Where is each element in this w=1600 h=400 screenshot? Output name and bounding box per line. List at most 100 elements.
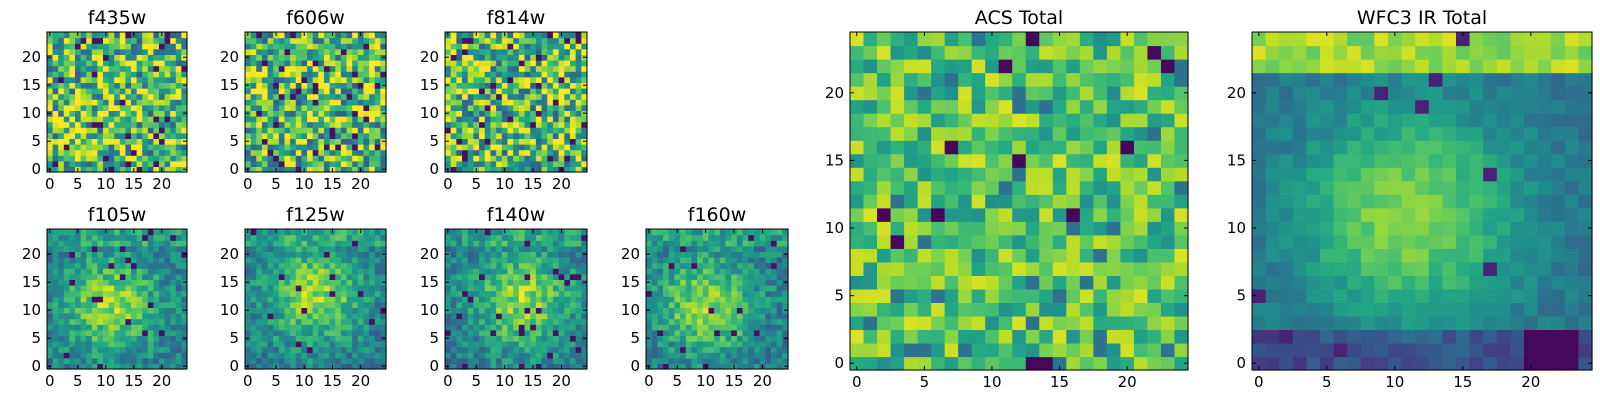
heatmap-cell [564, 363, 571, 370]
heatmap-cell [575, 279, 582, 286]
heatmap-cell [725, 324, 732, 331]
heatmap-cell [119, 138, 126, 145]
heatmap-cell [47, 104, 54, 111]
heatmap-cell [261, 138, 269, 145]
heatmap-cell [75, 240, 82, 247]
heatmap-cell [685, 352, 693, 359]
heatmap-cell [159, 301, 166, 308]
heatmap-cell [558, 257, 565, 264]
heatmap-cell [295, 116, 302, 123]
heatmap-cell [159, 240, 166, 247]
heatmap-cell [273, 279, 280, 286]
heatmap-cell [742, 245, 749, 252]
heatmap-cell [307, 296, 314, 303]
heatmap-cell [530, 245, 537, 252]
heatmap-cell [323, 290, 331, 297]
heatmap-cell [256, 104, 263, 111]
heatmap-cell [651, 268, 658, 275]
heatmap-cell [490, 329, 497, 336]
heatmap-cell [445, 290, 452, 297]
heatmap-cell [346, 155, 353, 162]
heatmap-cell [518, 307, 526, 314]
heatmap-cell [312, 329, 319, 336]
heatmap-cell [569, 352, 577, 359]
heatmap-cell [575, 268, 582, 275]
heatmap-cell [80, 155, 87, 162]
heatmap-cell [496, 324, 503, 331]
heatmap-cell [877, 315, 892, 331]
heatmap-cell [513, 363, 520, 370]
heatmap-cell [462, 229, 469, 236]
heatmap-cell [530, 318, 537, 325]
heatmap-cell [456, 307, 463, 314]
heatmap-cell [456, 324, 463, 331]
heatmap-cell [142, 138, 149, 145]
heatmap-cell [261, 71, 269, 78]
heatmap-cell [467, 296, 474, 303]
heatmap-cell [273, 341, 280, 348]
heatmap-cell [273, 324, 280, 331]
heatmap-cell [340, 257, 348, 264]
heatmap-cell [380, 229, 387, 236]
heatmap-cell [380, 346, 387, 353]
heatmap-cell [91, 307, 98, 314]
heatmap-cell [75, 335, 82, 342]
heatmap-cell [290, 71, 297, 78]
heatmap-cell [103, 313, 110, 320]
heatmap-cell [142, 324, 149, 331]
heatmap-cell [541, 262, 548, 269]
heatmap-cell [462, 251, 469, 258]
heatmap-cell [250, 88, 257, 95]
heatmap-cell [346, 166, 353, 173]
heatmap-cell [142, 43, 149, 50]
heatmap-cell [69, 127, 76, 134]
heatmap-cell [456, 240, 463, 247]
heatmap-cell [569, 240, 577, 247]
heatmap-cell [312, 48, 319, 55]
heatmap-cell [564, 318, 571, 325]
heatmap-cell [369, 155, 376, 162]
heatmap-cell [261, 257, 269, 264]
heatmap-cell [547, 329, 554, 336]
heatmap-cell [86, 116, 93, 123]
heatmap-cell [273, 160, 280, 167]
heatmap-cell [312, 279, 319, 286]
heatmap-cell [369, 301, 376, 308]
heatmap-cell [524, 138, 531, 145]
heatmap-cell [131, 290, 138, 297]
heatmap-cell [164, 234, 171, 241]
heatmap-cell [312, 149, 319, 156]
heatmap-cell [153, 82, 160, 89]
heatmap-cell [535, 110, 543, 117]
heatmap-cell [467, 166, 474, 173]
heatmap-cell [290, 262, 297, 269]
heatmap-cell [374, 313, 381, 320]
heatmap-cell [484, 262, 492, 269]
heatmap-cell [944, 153, 959, 168]
heatmap-cell [569, 318, 577, 325]
heatmap-cell [524, 76, 531, 83]
heatmap-cell [1147, 234, 1162, 249]
heatmap-cell [725, 268, 732, 275]
heatmap-cell [256, 324, 263, 331]
heatmap-cell [524, 99, 531, 106]
heatmap-cell [170, 138, 177, 145]
heatmap-cell [267, 32, 274, 39]
heatmap-cell [944, 194, 959, 209]
heatmap-cell [530, 99, 537, 106]
heatmap-cell [159, 335, 166, 342]
heatmap-cell [462, 285, 469, 292]
heatmap-cell [552, 54, 560, 61]
heatmap-cell [850, 315, 865, 331]
x-tick-label: 0 [443, 372, 453, 390]
heatmap-cell [501, 48, 509, 55]
heatmap-cell [340, 43, 348, 50]
heatmap-cell [569, 160, 577, 167]
heatmap-cell [52, 251, 59, 258]
heatmap-cell [719, 240, 727, 247]
heatmap-cell [369, 296, 376, 303]
heatmap-cell [657, 279, 664, 286]
heatmap-cell [267, 290, 274, 297]
heatmap-cell [312, 155, 319, 162]
heatmap-cell [125, 160, 132, 167]
